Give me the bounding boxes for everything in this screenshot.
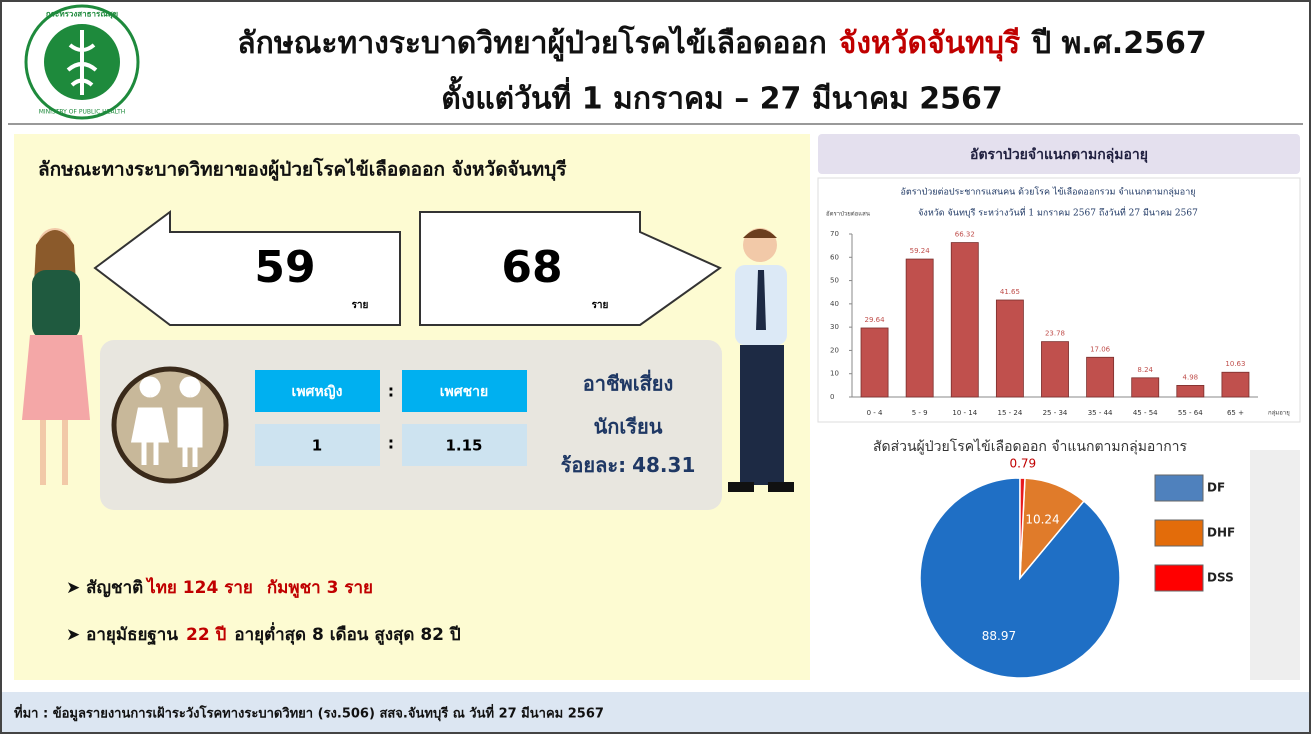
x-tick-label: 65 + (1227, 409, 1244, 417)
value-label: 59.24 (910, 247, 931, 255)
right-panel-title: อัตราป่วยจำแนกตามกลุ่มอายุ (970, 147, 1148, 163)
age-range: อายุต่ำสุด 8 เดือน สูงสุด 82 ปี (234, 622, 461, 646)
ratio-male-value: 1.15 (445, 437, 482, 455)
male-unit: ราย (592, 300, 609, 311)
legend-label: DF (1207, 481, 1225, 495)
x-tick-label: 0 - 4 (867, 409, 883, 417)
age-label: อายุมัธยฐาน (86, 625, 178, 646)
nationality-line: ➤ สัญชาติไทย 124 ราย กัมพูชา 3 ราย (66, 577, 373, 599)
bar (951, 243, 978, 397)
bar (1132, 378, 1159, 397)
ratio-separator: : (388, 382, 394, 401)
gender-icon (114, 369, 226, 481)
age-median: 22 ปี (186, 624, 227, 645)
subtitle: ตั้งแต่วันที่ 1 มกราคม – 27 มีนาคม 2567 (441, 76, 1003, 117)
x-tick-label: 15 - 24 (997, 409, 1022, 417)
chart-title: อัตราป่วยต่อประชากรแสนคน ด้วยโรค ไข้เลือ… (900, 187, 1195, 198)
male-count: 68 (501, 242, 562, 293)
percent-label: ร้อยละ: (561, 453, 626, 477)
value-label: 17.06 (1090, 345, 1111, 353)
y-tick-label: 20 (830, 346, 839, 354)
nationality-thai: ไทย 124 ราย (145, 577, 253, 598)
legend-swatch (1155, 565, 1203, 591)
bullet: ➤ (66, 625, 86, 645)
bar (906, 259, 933, 397)
nationality-cambodian: กัมพูชา 3 ราย (267, 578, 373, 599)
bar (1222, 372, 1249, 397)
logo-top: กระทรวงสาธารณสุข (46, 10, 118, 20)
pie-label: 88.97 (982, 629, 1016, 643)
pie-label: 0.79 (1009, 457, 1036, 471)
nationality-label: สัญชาติ (86, 578, 143, 598)
chart-title: สัดส่วนผู้ป่วยโรคไข้เลือดออก จำแนกตามกลุ… (873, 438, 1188, 455)
x-axis-label: กลุ่มอายุ (1268, 410, 1290, 417)
y-tick-label: 60 (830, 253, 839, 261)
x-tick-label: 25 - 34 (1043, 409, 1068, 417)
ratio-separator: : (388, 434, 394, 453)
y-tick-label: 40 (830, 300, 839, 308)
value-label: 8.24 (1137, 366, 1153, 374)
bar (1087, 357, 1114, 397)
x-tick-label: 10 - 14 (952, 409, 977, 417)
age-line: ➤ อายุมัธยฐาน 22 ปี อายุต่ำสุด 8 เดือน สูง… (66, 622, 461, 646)
infographic: กระทรวงสาธารณสุข MINISTRY OF PUBLIC HEAL… (0, 0, 1311, 734)
title-year: ปี พ.ศ.2567 (1030, 26, 1206, 61)
legend-swatch (1155, 520, 1203, 546)
page: กระทรวงสาธารณสุข MINISTRY OF PUBLIC HEAL… (0, 0, 1311, 734)
x-tick-label: 35 - 44 (1088, 409, 1113, 417)
summary-title: ลักษณะทางระบาดวิทยาของผู้ป่วยโรคไข้เลือด… (38, 158, 567, 182)
ratio-male-label: เพศชาย (440, 384, 488, 400)
pie-label: 10.24 (1025, 513, 1059, 527)
value-label: 66.32 (955, 231, 975, 239)
percent-value: 48.31 (632, 453, 695, 477)
female-count: 59 (254, 242, 315, 293)
y-tick-label: 30 (830, 323, 839, 331)
x-tick-label: 5 - 9 (912, 409, 928, 417)
y-axis-label: อัตราป่วยต่อแสน (826, 211, 870, 218)
legend-swatch (1155, 475, 1203, 501)
logo-bottom: MINISTRY OF PUBLIC HEALTH (39, 109, 126, 116)
ratio-female-label: เพศหญิง (292, 384, 343, 400)
value-label: 4.98 (1183, 373, 1199, 381)
y-tick-label: 70 (830, 230, 839, 238)
value-label: 10.63 (1225, 360, 1245, 368)
value-label: 41.65 (1000, 288, 1020, 296)
female-unit: ราย (352, 300, 369, 311)
title-main: ลักษณะทางระบาดวิทยาผู้ป่วยโรคไข้เลือดออก (237, 24, 826, 62)
value-label: 23.78 (1045, 330, 1065, 338)
x-tick-label: 55 - 64 (1178, 409, 1203, 417)
pie-side-box (1250, 450, 1300, 680)
y-tick-label: 0 (830, 393, 834, 401)
bar (996, 300, 1023, 397)
x-tick-label: 45 - 54 (1133, 409, 1158, 417)
occupation-title: อาชีพเสี่ยง (583, 369, 674, 396)
legend-label: DSS (1207, 571, 1234, 585)
title-province: จังหวัดจันทบุรี (839, 26, 1020, 62)
footer: ที่มา : ข้อมูลรายงานการเฝ้าระวังโรคทางระ… (14, 704, 604, 722)
bar (1177, 385, 1204, 397)
bar (861, 328, 888, 397)
value-label: 29.64 (865, 316, 886, 324)
y-tick-label: 50 (830, 277, 839, 285)
title: ลักษณะทางระบาดวิทยาผู้ป่วยโรคไข้เลือดออก… (237, 24, 1206, 62)
y-tick-label: 10 (830, 370, 839, 378)
bar (1041, 342, 1068, 397)
bullet: ➤ (66, 578, 86, 598)
legend-label: DHF (1207, 526, 1235, 540)
occupation-name: นักเรียน (594, 415, 663, 439)
ratio-female-value: 1 (312, 437, 322, 455)
